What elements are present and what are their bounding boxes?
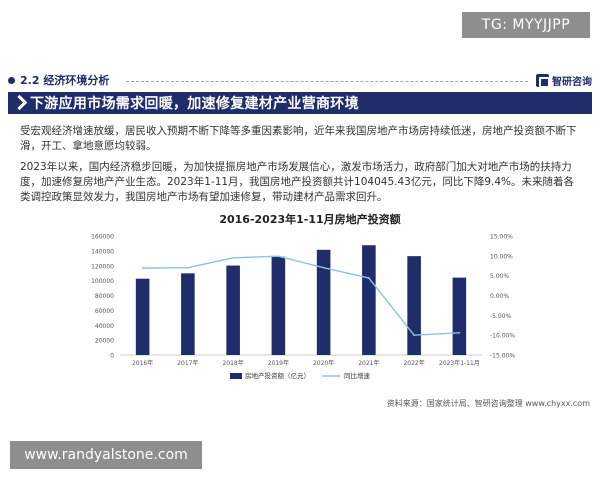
y-right-tick-label: -10.00% xyxy=(490,333,515,340)
y-left-tick-label: 100000 xyxy=(91,278,114,285)
brand-logo-icon xyxy=(536,74,550,88)
chart-container: 2016-2023年1-11月房地产投资额 0 20000 40000 60000 80… xyxy=(90,210,530,390)
x-tick-label: 2020年 xyxy=(313,359,334,367)
paragraph-2: 2023年以来，国内经济稳步回暖，为加快提振房地产市场发展信心，激发市场活力，政… xyxy=(20,161,575,203)
watermark-badge-bottom: www.randyalstone.com xyxy=(10,441,202,469)
bar xyxy=(226,265,240,355)
brand-name: 智研咨询 xyxy=(552,77,592,88)
paragraph-1: 受宏观经济增速放缓，居民收入预期不断下降等多重因素影响，近年来我国房地产市场房持… xyxy=(20,125,577,152)
y-right-tick-label: -15.00% xyxy=(490,353,515,360)
page-title: 下游应用市场需求回暖，加速修复建材产业营商环境 xyxy=(30,96,359,112)
line-point xyxy=(141,267,144,270)
bar xyxy=(452,277,467,355)
x-tick-label: 2016年 xyxy=(132,359,153,367)
y-left-tick-label: 20000 xyxy=(95,338,114,345)
y-right-tick-label: 10.00% xyxy=(490,253,513,260)
source-note: 资料来源：国家统计局、智研咨询整理 www.chyxx.com xyxy=(386,399,590,408)
section-bullet-icon xyxy=(8,77,15,84)
x-tick-label: 2022年 xyxy=(403,359,424,367)
x-tick-label: 2023年1-11月 xyxy=(439,359,480,367)
y-left-tick-label: 140000 xyxy=(91,248,114,255)
line-point xyxy=(413,334,416,337)
legend-bar-label: 房地产投资额（亿元） xyxy=(245,371,310,380)
y-left-tick-label: 80000 xyxy=(95,293,114,300)
x-tick-label: 2018年 xyxy=(222,359,243,367)
watermark-badge-top: TG: MYYJJPP xyxy=(462,12,590,38)
y-left-tick-label: 0 xyxy=(110,353,114,360)
legend-bar-swatch xyxy=(230,373,242,379)
bar xyxy=(271,256,286,355)
series-line-yoy xyxy=(142,255,460,336)
line-point xyxy=(186,266,189,269)
y-right-tick-label: 5.00% xyxy=(490,273,509,280)
x-tick-label: 2021年 xyxy=(358,359,379,367)
y-left-tick-label: 60000 xyxy=(95,308,114,315)
y-right-tick-label: -5.00% xyxy=(490,313,512,320)
title-banner: 下游应用市场需求回暖，加速修复建材产业营商环境 xyxy=(8,92,592,114)
y-left-tick-label: 120000 xyxy=(91,263,114,270)
bar xyxy=(362,245,376,355)
x-tick-label: 2019年 xyxy=(268,359,289,367)
section-label: 2.2 经济环境分析 xyxy=(20,74,110,87)
y-left-tick-label: 40000 xyxy=(95,323,114,330)
line-point xyxy=(367,277,370,279)
brand-logo: 智研咨询 xyxy=(536,73,592,88)
bar xyxy=(135,278,150,355)
y-right-tick-label: 15.00% xyxy=(490,234,513,241)
line-point xyxy=(232,256,235,259)
legend-line-label: 同比增速 xyxy=(344,371,371,380)
chevron-right-icon xyxy=(12,96,26,110)
y-right-tick-label: 0.00% xyxy=(490,293,509,300)
bar xyxy=(407,256,421,355)
section-header: 2.2 经济环境分析 智研咨询 xyxy=(8,72,592,90)
bar xyxy=(181,273,195,355)
chart-title: 2016-2023年1-11月房地产投资额 xyxy=(219,212,400,226)
section-divider xyxy=(126,81,528,82)
y-left-tick-label: 160000 xyxy=(91,234,114,241)
investment-chart: 2016-2023年1-11月房地产投资额 0 20000 40000 60000 80… xyxy=(91,212,515,380)
x-tick-label: 2017年 xyxy=(177,359,198,367)
line-point xyxy=(277,255,280,258)
line-point xyxy=(458,331,461,334)
bar xyxy=(316,249,331,355)
line-point xyxy=(322,266,325,269)
